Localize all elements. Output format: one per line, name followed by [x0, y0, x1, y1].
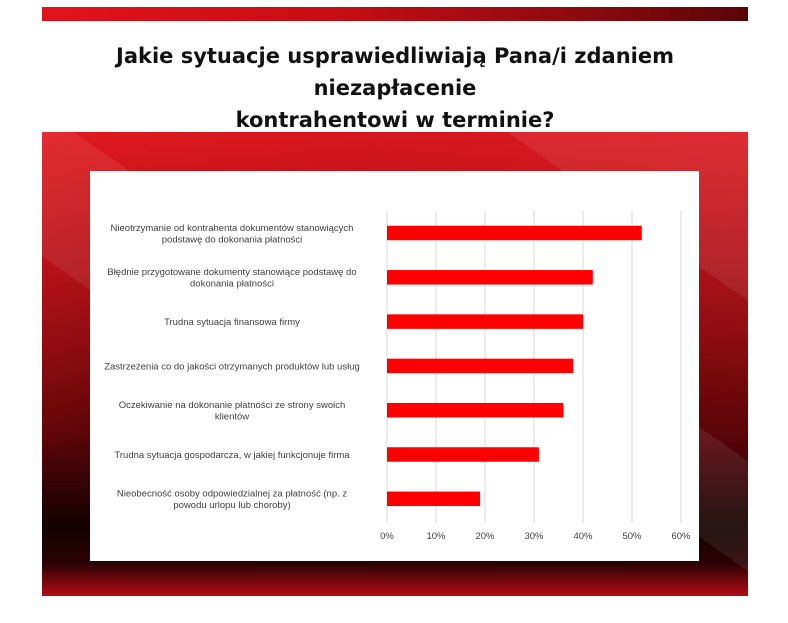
x-tick-label: 0%: [380, 531, 394, 542]
x-tick-label: 40%: [573, 531, 593, 542]
x-tick-label: 50%: [622, 531, 642, 542]
category-label-line: podstawę do dokonania płatności: [162, 234, 303, 245]
bar-chart: 0% 10% 20% 30% 40% 50% 60% Nieotrzymanie od kon…: [104, 211, 691, 542]
bar-4: [387, 402, 564, 418]
category-label-line: Nieobecność osoby odpowiedzialnej za pła…: [117, 489, 347, 500]
title-line-2: kontrahentowi w terminie?: [235, 108, 555, 132]
bar-3: [387, 358, 574, 374]
bar-1: [387, 270, 593, 285]
top-banner: [42, 7, 748, 21]
bar-5: [387, 447, 539, 462]
bar-2: [387, 314, 583, 329]
category-label-line: dokonania płatności: [190, 279, 274, 290]
x-tick-label: 10%: [426, 531, 446, 542]
category-label: Trudna sytuacja finansowa firmy: [164, 317, 300, 328]
bar-6: [387, 491, 481, 507]
category-label-line: powodu urlopu lub choroby): [173, 500, 290, 511]
category-label-line: Błędnie przygotowane dokumenty stanowiąc…: [107, 267, 356, 278]
category-label: Nieotrzymanie od kontrahenta dokumentów …: [111, 223, 354, 246]
category-label: Oczekiwanie na dokonanie płatności ze st…: [119, 400, 346, 423]
x-tick-label: 60%: [671, 531, 691, 542]
category-label-line: Nieotrzymanie od kontrahenta dokumentów …: [111, 223, 354, 234]
bar-0: [387, 225, 642, 241]
category-label-line: Oczekiwanie na dokonanie płatności ze st…: [119, 400, 346, 411]
category-label: Trudna sytuacja gospodarcza, w jakiej fu…: [114, 450, 350, 461]
category-label: Zastrzeżenia co do jakości otrzymanych p…: [104, 361, 360, 372]
x-tick-label: 20%: [475, 531, 495, 542]
category-label: Błędnie przygotowane dokumenty stanowiąc…: [107, 267, 356, 290]
chart-card: 0% 10% 20% 30% 40% 50% 60% Nieotrzymanie od kon…: [90, 171, 699, 561]
category-label-line: Trudna sytuacja gospodarcza, w jakiej fu…: [114, 450, 350, 461]
category-label: Nieobecność osoby odpowiedzialnej za pła…: [117, 489, 347, 512]
category-label-line: Trudna sytuacja finansowa firmy: [164, 317, 300, 328]
category-label-line: klientów: [215, 411, 249, 422]
x-tick-label: 30%: [524, 531, 544, 542]
category-label-line: Zastrzeżenia co do jakości otrzymanych p…: [104, 361, 360, 372]
title-line-1: Jakie sytuacje usprawiedliwiają Pana/i z…: [116, 44, 674, 100]
page-title: Jakie sytuacje usprawiedliwiają Pana/i z…: [42, 40, 748, 136]
